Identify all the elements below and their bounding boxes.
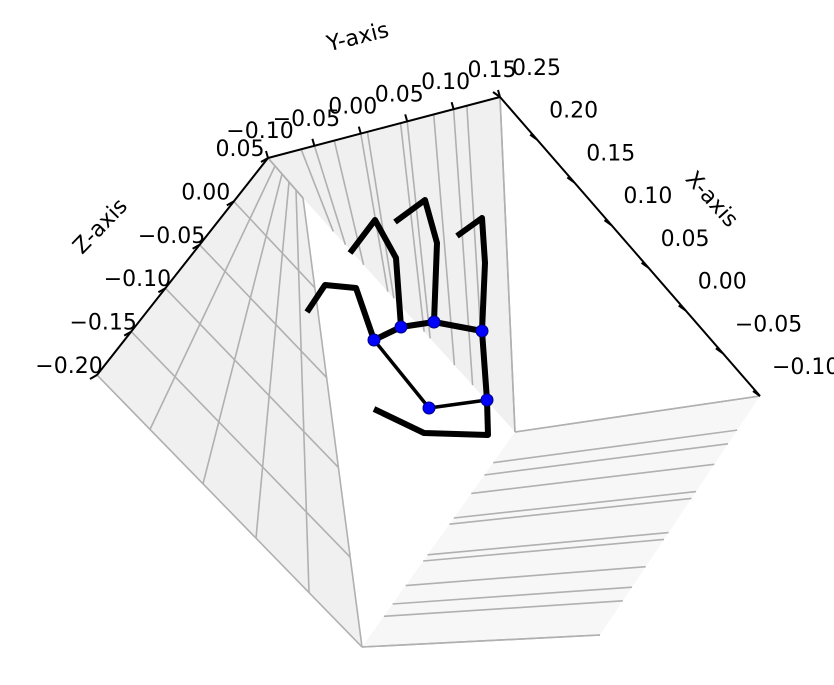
y-axis-tick-mark [265,150,269,159]
x-axis-tick-label: −0.10 [772,355,834,380]
grid-line-back-pane [406,121,431,339]
grid-line-bottom-pane [383,600,623,618]
grid-line-left-pane [96,374,363,648]
grid-line-bottom-pane [514,395,761,433]
joint-point [480,393,494,407]
z-axis-tick-mark [157,287,166,294]
joint-point [367,333,381,347]
left-pane [97,158,362,647]
y-axis-tick-mark [450,101,455,110]
x-axis-tick-mark [640,262,650,269]
z-axis-tick-label: −0.05 [138,224,205,249]
grid-line-bottom-pane [471,463,715,495]
y-axis-tick-label: 0.10 [421,70,470,95]
y-axis-tick-label: 0.15 [468,58,517,83]
x-axis-tick-label: −0.05 [735,312,802,337]
tick-label-group: −0.20−0.15−0.10−0.050.000.05−0.10−0.050.… [35,56,834,380]
x-axis-tick-label: 0.00 [698,270,747,295]
y-axis-tick-mark [311,138,316,147]
bone-ring [393,197,440,323]
x-axis-tick-mark [715,347,724,355]
z-axis-tick-mark [260,157,269,163]
x-axis-tick-mark [492,91,501,98]
grid-line-back-pane [360,133,389,292]
grid-line-back-pane [267,157,304,199]
joint-point [394,320,408,334]
x-axis-tick-mark [752,390,761,397]
z-axis-tick-label: −0.10 [104,267,171,292]
x-axis-tick-label: 0.20 [549,99,598,124]
grid-line-back-pane [300,148,335,232]
grid-line-bottom-pane [427,531,669,556]
x-axis-tick-mark [603,219,613,226]
x-axis-tick-label: 0.15 [586,141,635,166]
grid-line-back-pane [399,123,425,332]
z-axis-tick-label: 0.05 [216,137,265,162]
joint-point [427,315,441,329]
z-axis-tick-mark [89,374,98,380]
z-axis-tick-mark [226,200,235,207]
grid-line-bottom-pane [484,443,729,476]
grid-line-left-pane [295,189,310,593]
y-axis-tick-label: 0.00 [328,95,377,120]
grid-line-bottom-pane [405,565,646,587]
y-axis-tick-mark [357,126,362,134]
z-axis-tick-label: −0.15 [69,311,136,336]
x-axis-tick-mark [566,176,575,184]
bottom-pane [362,396,760,647]
y-axis-tick-label: 0.05 [375,82,424,107]
bone-pinky [455,215,488,332]
grid-line-back-pane [499,96,516,433]
x-axis-tick-mark [529,133,538,141]
bone-thumb [372,399,491,438]
grid-line-left-pane [202,173,283,484]
joint-point [475,324,489,338]
y-axis-title: Y-axis [323,18,391,58]
grid-line-bottom-pane [392,586,633,605]
bone-index [304,282,377,341]
grid-line-left-pane [255,181,290,539]
x-axis-tick-label: 0.05 [661,227,710,252]
bone-wrist-pinky [428,398,488,410]
joint-points-group [367,315,494,415]
z-axis-tick-label: 0.00 [181,180,230,205]
z-axis-tick-mark [123,330,132,337]
grid-line-bottom-pane [449,497,692,525]
grid-line-bottom-pane [361,634,601,648]
grid-line-back-pane [313,145,347,246]
axes-group [89,89,761,397]
bone-wrist-index [372,338,431,410]
y-axis-tick-mark [404,114,409,122]
grid-line-left-pane [164,287,339,468]
grid-line-bottom-pane [423,538,665,562]
joint-point [422,401,436,415]
grid-line-left-pane [302,197,363,648]
x-axis-tick-mark [678,304,687,312]
grid-line-left-pane [149,165,276,430]
z-axis-title: Z-axis [68,194,132,259]
x-axis-title: X-axis [680,167,743,233]
x-axis-tick-label: 0.25 [512,56,561,81]
grid-group [96,96,761,648]
grid-line-left-pane [199,244,328,379]
grid-line-back-pane [452,109,474,386]
grid-line-back-pane [366,131,395,299]
z-axis-tick-mark [192,243,201,250]
y-axis-tick-label: −0.10 [226,119,293,144]
grid-line-left-pane [130,331,351,558]
x-axis-line [499,96,761,397]
y-axis-tick-label: −0.05 [273,107,340,132]
x-axis-tick-label: 0.10 [623,184,672,209]
z-axis-line [96,157,269,376]
bone-middle [347,217,404,328]
y-axis-line [267,96,501,159]
grid-line-left-pane [233,200,316,289]
grid-line-bottom-pane [493,429,738,464]
grid-line-bottom-pane [453,490,697,519]
z-axis-tick-label: −0.20 [35,354,102,379]
